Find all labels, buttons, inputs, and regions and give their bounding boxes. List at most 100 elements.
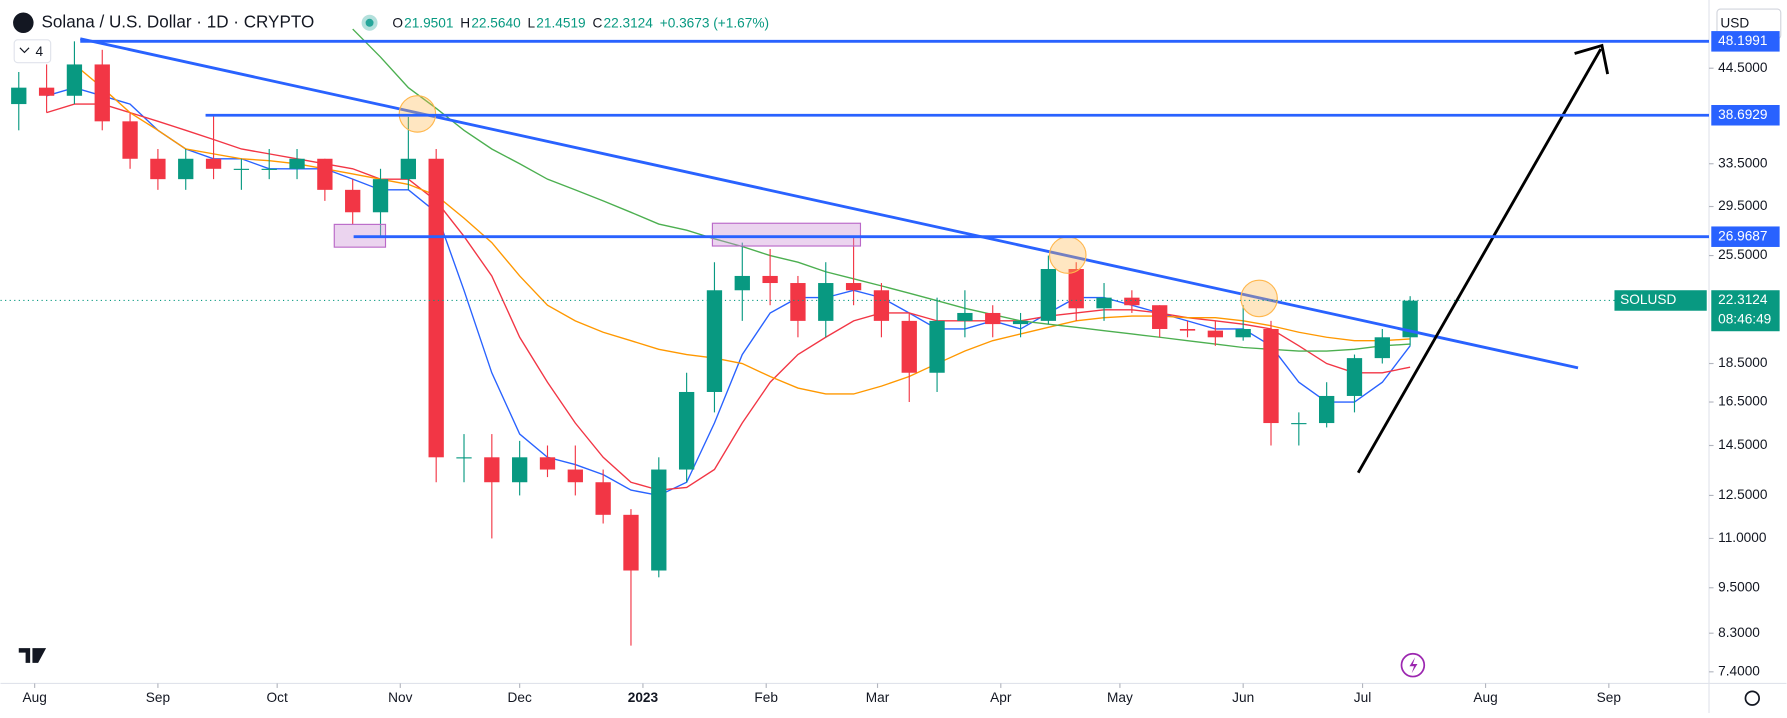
- candle-body: [929, 320, 945, 373]
- x-tick-label: Sep: [146, 690, 171, 705]
- candle-body: [1319, 395, 1335, 424]
- symbol-tag: [1614, 290, 1707, 311]
- candle-body: [233, 168, 250, 170]
- level-tag: [1711, 226, 1780, 247]
- lightning: [1409, 657, 1418, 674]
- y-tick-label: 9.5000: [1718, 579, 1760, 594]
- candle-body: [456, 457, 472, 459]
- lightning-icon[interactable]: [1400, 652, 1426, 678]
- candle-body: [706, 290, 723, 392]
- candle-body: [122, 121, 138, 159]
- candle-body: [428, 158, 444, 458]
- level-tag: [1711, 31, 1780, 52]
- ohlc-value: 22.3124: [604, 16, 654, 31]
- y-tick-label: 7.4000: [1718, 663, 1760, 678]
- y-tick-label: 18.5000: [1718, 355, 1768, 370]
- y-tick-label: 16.5000: [1718, 394, 1768, 409]
- ohlc-value: 21.9501: [404, 16, 453, 31]
- level-label: 48.1991: [1718, 33, 1767, 48]
- candle-body: [484, 457, 500, 483]
- candle-body: [1263, 328, 1279, 424]
- x-tick-label: Mar: [866, 690, 890, 705]
- candle-body: [539, 457, 556, 470]
- candle-body: [957, 312, 973, 321]
- candle-body: [567, 469, 583, 483]
- plot-area: [11, 28, 1418, 646]
- symbol-tag-label: SOLUSD: [1620, 292, 1676, 307]
- moving-average: [46, 86, 1411, 497]
- y-tick-label: 25.5000: [1718, 247, 1768, 262]
- candle-body: [1291, 423, 1307, 425]
- symbol-title: Solana / U.S. Dollar · 1D · CRYPTO: [42, 12, 315, 31]
- candle-body: [400, 158, 417, 180]
- y-tick-label: 29.5000: [1718, 198, 1768, 213]
- candle-body: [762, 275, 778, 284]
- x-tick-label: Oct: [267, 690, 288, 705]
- y-tick-label: 12.5000: [1718, 487, 1768, 502]
- x-tick-label: Nov: [388, 690, 412, 705]
- candle-body: [873, 290, 890, 321]
- y-tick-label: 44.5000: [1718, 60, 1768, 75]
- candle-body: [345, 189, 361, 213]
- symbol-icon: [13, 12, 34, 34]
- candle-body: [1040, 269, 1057, 321]
- ohlc-label: H: [460, 16, 470, 31]
- last-price-label: 22.3124: [1718, 292, 1768, 307]
- x-tick-label: Dec: [508, 690, 532, 705]
- ohlc-value: 22.5640: [471, 16, 521, 31]
- x-tick-label: Jul: [1354, 690, 1371, 705]
- candle-body: [372, 179, 389, 213]
- y-tick-label: 8.3000: [1718, 625, 1760, 640]
- highlight-box: [711, 222, 862, 247]
- candle-body: [845, 283, 862, 291]
- x-tick-label: May: [1107, 690, 1133, 705]
- x-tick-label: 2023: [628, 690, 659, 705]
- candle-body: [205, 158, 222, 169]
- x-tick-label: Aug: [23, 690, 47, 705]
- status-dot: [365, 18, 374, 27]
- candle-body: [289, 158, 305, 169]
- candle-body: [1124, 297, 1140, 306]
- change: +0.3673 (+1.67%): [660, 16, 769, 31]
- candle-body: [623, 514, 639, 571]
- y-tick-label: 14.5000: [1718, 437, 1768, 452]
- candle-body: [1096, 297, 1112, 309]
- candle-body: [178, 158, 194, 180]
- x-tick-label: Apr: [990, 690, 1012, 705]
- candle-body: [1152, 305, 1168, 329]
- ohlc-value: 21.4519: [536, 16, 585, 31]
- candle-body: [66, 64, 83, 96]
- candle-body: [651, 469, 667, 571]
- candle-body: [1402, 300, 1418, 338]
- candle-body: [818, 283, 834, 321]
- x-tick-label: Aug: [1473, 690, 1497, 705]
- ohlc-label: L: [528, 16, 536, 31]
- indicator-count: 4: [35, 44, 43, 59]
- x-tick-label: Jun: [1232, 690, 1254, 705]
- settings-icon[interactable]: [1744, 690, 1760, 706]
- candle-body: [790, 283, 806, 321]
- tv-logo: [18, 648, 47, 663]
- candle-body: [1068, 269, 1084, 309]
- level-label: 38.6929: [1718, 107, 1767, 122]
- candle-body: [901, 320, 917, 373]
- highlight-circle: [1048, 236, 1087, 274]
- candle-body: [317, 158, 333, 190]
- y-tick-label: 33.5000: [1718, 155, 1768, 170]
- indicator-toggle[interactable]: [13, 39, 52, 64]
- ohlc-label: C: [593, 16, 603, 31]
- candle-body: [1012, 320, 1029, 325]
- currency: USD: [1720, 16, 1749, 31]
- level-label: 26.9687: [1718, 228, 1767, 243]
- projection-arrow: [1356, 48, 1603, 474]
- price-tag: [1711, 290, 1780, 332]
- trend-line: [79, 37, 1579, 370]
- candle-body: [1346, 358, 1363, 396]
- y-tick-label: 11.0000: [1718, 530, 1767, 545]
- ohlc-legend: O 21.9501 H 22.5640 L 21.4519 C 22.3124 +0.3673 …: [392, 16, 769, 31]
- candle-body: [38, 87, 55, 96]
- candle-body: [985, 312, 1001, 325]
